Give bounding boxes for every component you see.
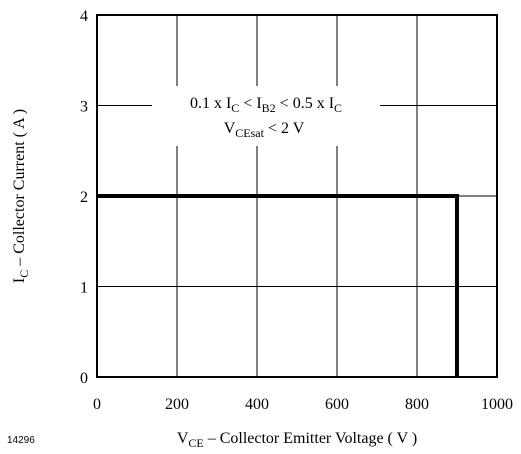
series-layer bbox=[97, 194, 459, 377]
x-axis-label: VCE – Collector Emitter Voltage ( V ) bbox=[177, 430, 417, 450]
x-tick-label: 0 bbox=[93, 396, 101, 413]
annotation-line-2: VCEsat < 2 V bbox=[224, 120, 305, 140]
annotation-background bbox=[152, 86, 380, 146]
y-tick-label: 1 bbox=[80, 280, 88, 297]
y-tick-label: 0 bbox=[80, 370, 88, 387]
x-tick-label: 1000 bbox=[481, 396, 513, 413]
y-tick-label: 4 bbox=[80, 8, 88, 25]
y-tick-labels: 0 1 2 3 4 bbox=[80, 8, 88, 387]
y-tick-label: 2 bbox=[80, 189, 88, 206]
x-tick-label: 800 bbox=[405, 396, 429, 413]
x-tick-labels: 0 200 400 600 800 1000 bbox=[93, 396, 513, 413]
annotation-line-1: 0.1 x IC < IB2 < 0.5 x IC bbox=[190, 95, 342, 115]
figure-code: 14296 bbox=[7, 435, 35, 446]
x-tick-label: 600 bbox=[325, 396, 349, 413]
soa-boundary-line bbox=[97, 194, 459, 377]
y-axis-label: IC – Collector Current ( A ) bbox=[11, 109, 31, 283]
x-tick-label: 400 bbox=[245, 396, 269, 413]
y-tick-label: 3 bbox=[80, 99, 88, 116]
x-tick-label: 200 bbox=[165, 396, 189, 413]
